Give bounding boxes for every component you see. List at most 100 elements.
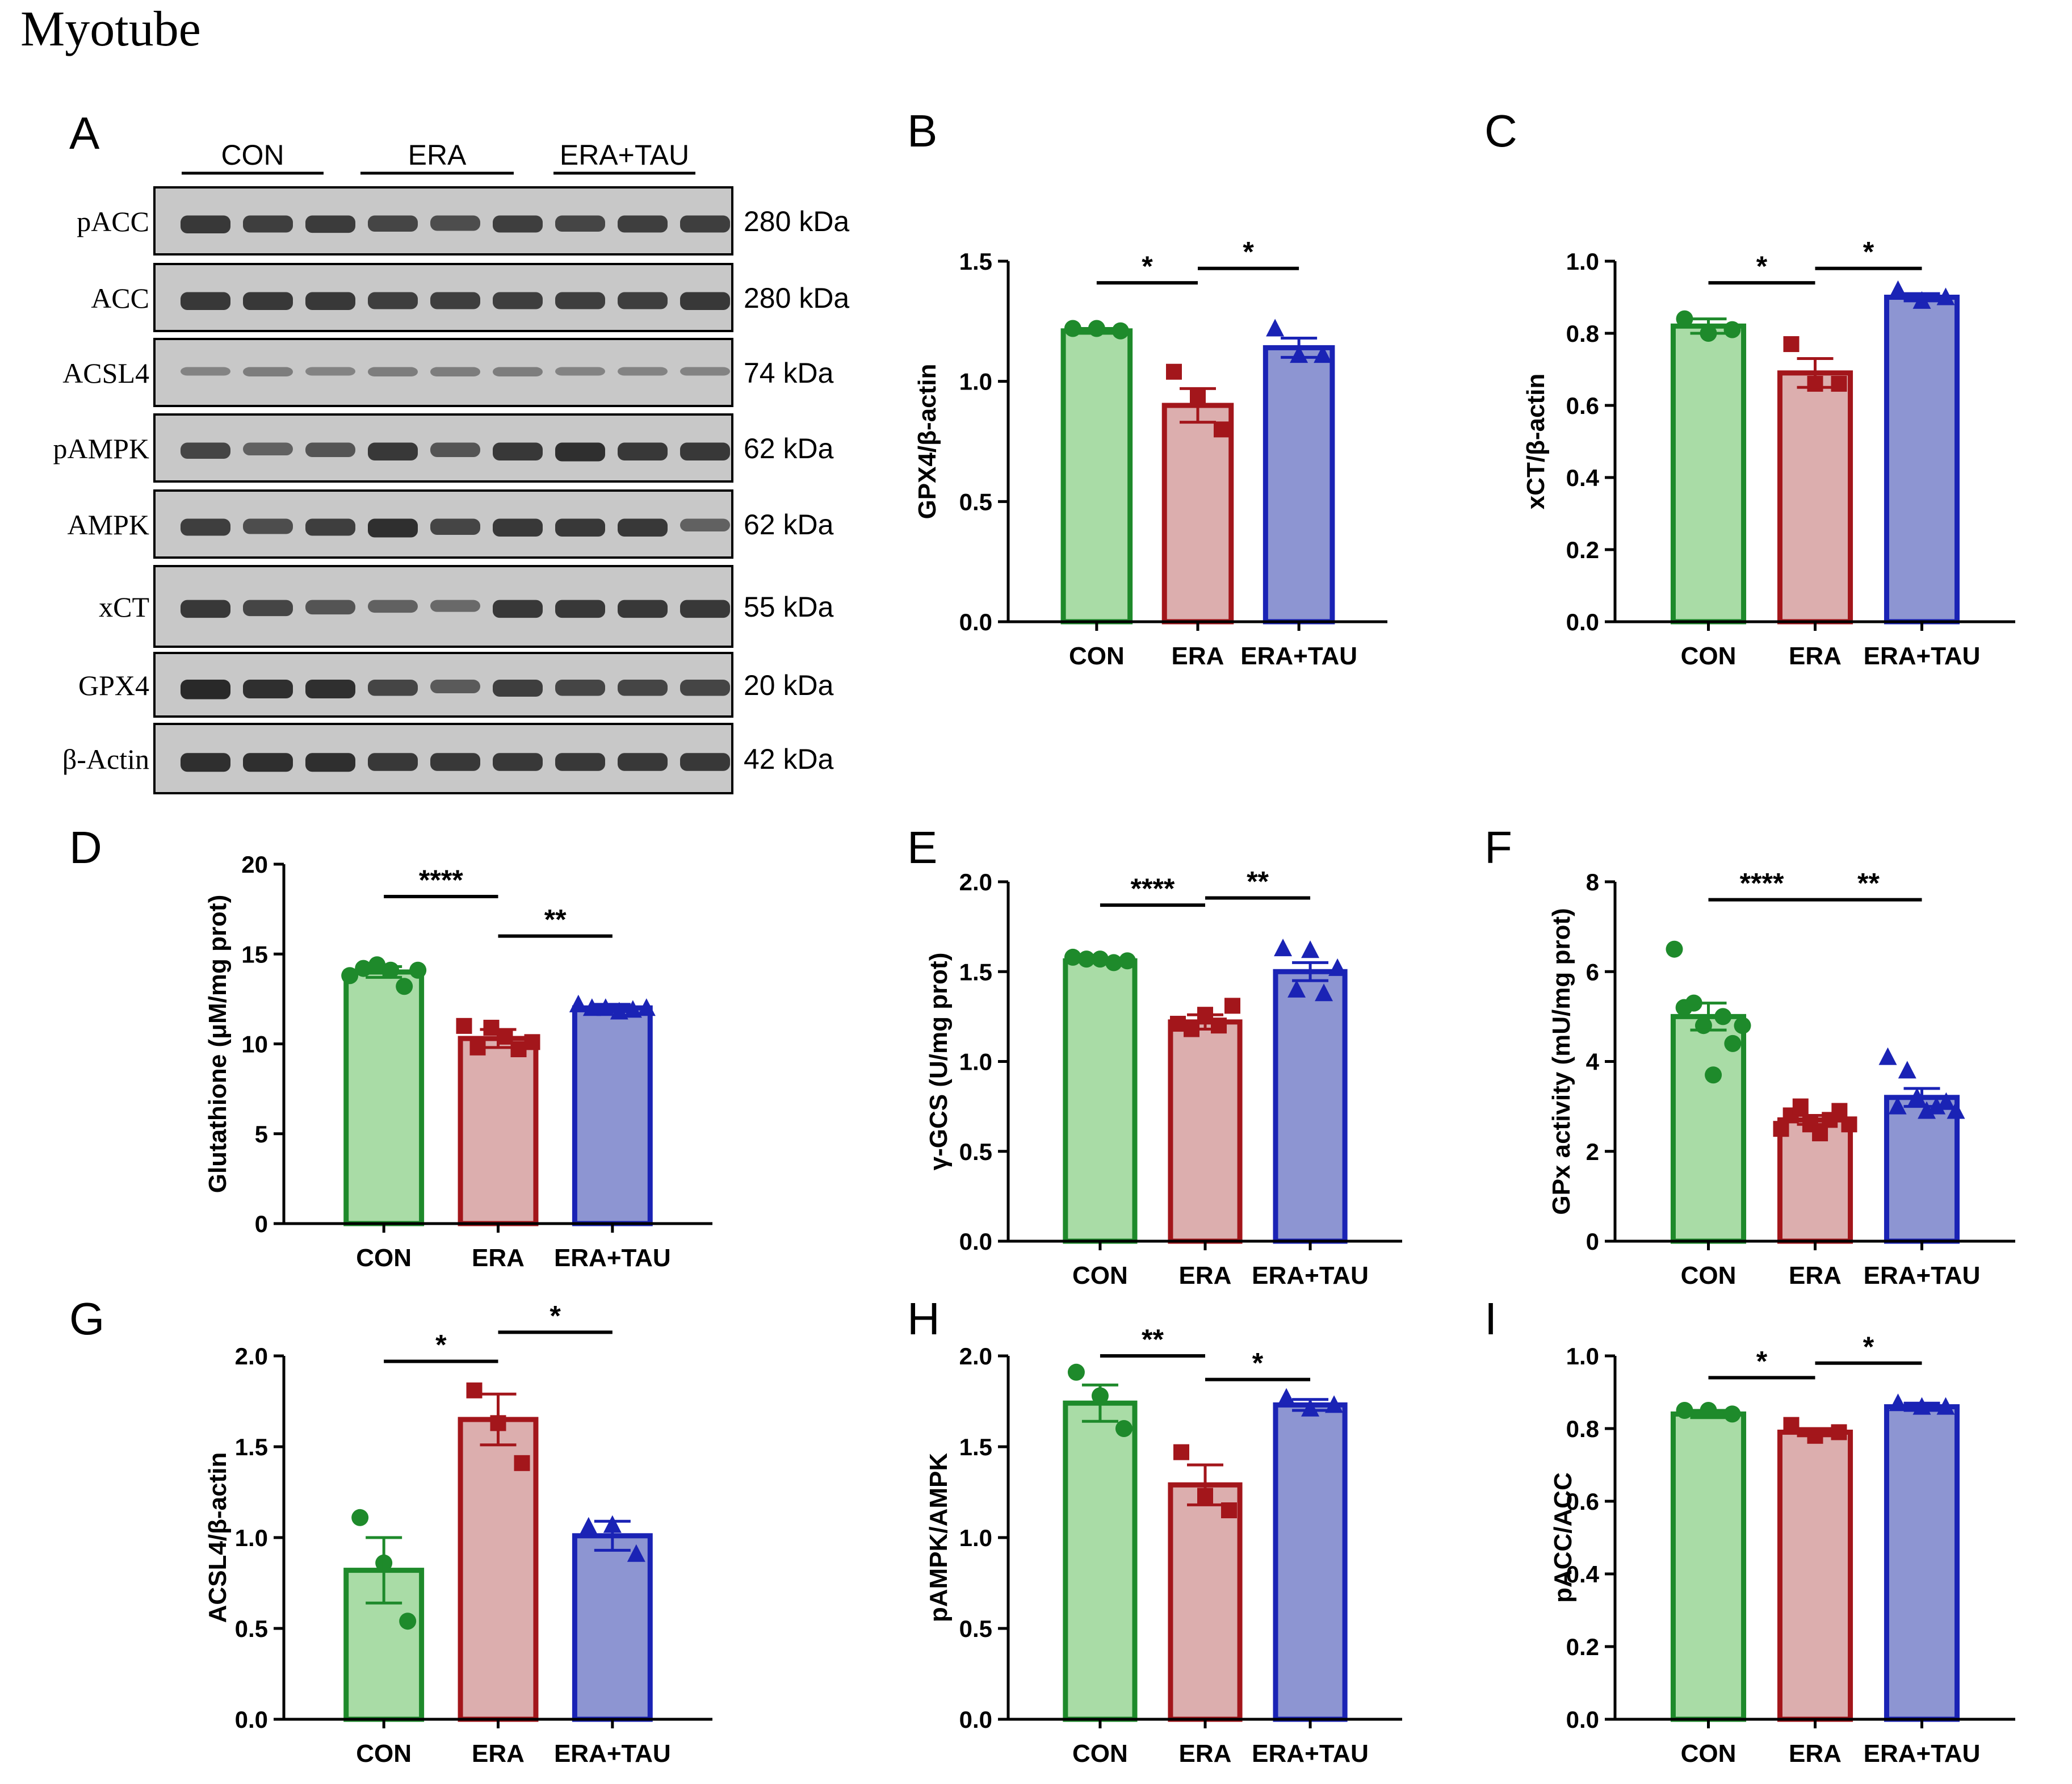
data-point (627, 1544, 645, 1562)
blot-band (430, 600, 480, 612)
x-tick-label: ERA (472, 1244, 525, 1272)
significance-label: * (1252, 1347, 1264, 1379)
data-point (355, 960, 372, 977)
bar (458, 1036, 539, 1226)
y-tick-label: 8 (1586, 869, 1599, 895)
data-point (1170, 1016, 1186, 1032)
y-tick-label: 2.0 (959, 1343, 992, 1370)
blot-band (243, 518, 293, 534)
data-point (1723, 1405, 1741, 1423)
y-tick-label: 0.4 (1566, 1561, 1600, 1588)
x-tick-label: ERA (1789, 1740, 1842, 1768)
significance-label: **** (419, 864, 463, 896)
blot-band (618, 292, 668, 309)
blot-band (243, 292, 293, 311)
significance-label: **** (1740, 868, 1784, 899)
blot-band (680, 292, 730, 311)
western-blot-panel: A CON ERA ERA+TAU pACC 280 kDa ACC 280 kDa ACSL4… (53, 108, 849, 794)
y-tick-label: 6 (1586, 958, 1599, 985)
data-point (524, 1034, 540, 1050)
y-tick-label: 15 (241, 941, 268, 968)
y-axis-label: ACSL4/β-actin (204, 1452, 232, 1623)
y-tick-label: 0.6 (1566, 1488, 1599, 1515)
chart-panel-I: I 0.0 0.2 0.4 0.6 0.8 1.0 CON ERA ERA+TAU pACC/ACC… (1484, 1293, 2015, 1768)
blot-band (493, 367, 543, 377)
bar (1273, 969, 1348, 1244)
data-point (1314, 345, 1332, 363)
y-tick-label: 0.5 (235, 1615, 268, 1642)
blot-group-label: CON (221, 139, 284, 171)
blot-band (181, 600, 230, 618)
y-tick-label: 0.2 (1566, 537, 1599, 563)
blot-band (555, 367, 605, 376)
data-point (497, 1028, 513, 1045)
significance-label: * (1863, 1331, 1874, 1363)
blot-band (493, 680, 543, 697)
data-point (1783, 336, 1800, 353)
bar (1161, 403, 1234, 625)
bar (1884, 1404, 1960, 1722)
data-point (1936, 287, 1955, 305)
x-tick-label: ERA (1789, 1262, 1842, 1289)
data-point (1211, 1017, 1227, 1034)
blot-band (555, 518, 605, 537)
data-point (1676, 1402, 1693, 1419)
data-point (368, 956, 386, 974)
blot-band (368, 600, 418, 613)
data-point (569, 994, 588, 1012)
chart-panel-H: H 0.0 0.5 1.0 1.5 2.0 CON ERA ERA+TAU pAMPK/AMPK *… (907, 1293, 1402, 1768)
blot-band (493, 518, 543, 537)
data-point (396, 978, 413, 995)
y-tick-label: 0.0 (959, 609, 992, 635)
bar (1884, 295, 1960, 625)
data-point (1666, 940, 1683, 958)
blot-band (680, 600, 730, 618)
x-tick-label: ERA (1789, 642, 1842, 670)
data-point (579, 1517, 598, 1535)
blot-band (305, 367, 355, 376)
figure-title: Myotube (20, 2, 201, 57)
blot-band (555, 680, 605, 696)
y-tick-label: 2.0 (235, 1343, 268, 1370)
data-point (1792, 1098, 1809, 1115)
data-point (1112, 322, 1129, 340)
blot-protein-label: pACC (77, 206, 149, 237)
panel-letter: E (907, 822, 937, 873)
bar (1063, 958, 1138, 1244)
y-tick-label: 0.4 (1566, 464, 1600, 491)
bar (1884, 1095, 1960, 1244)
blot-band (430, 292, 480, 309)
x-tick-label: ERA+TAU (554, 1244, 671, 1272)
x-tick-label: ERA+TAU (554, 1740, 671, 1768)
y-tick-label: 20 (241, 851, 268, 878)
blot-group-label: ERA+TAU (560, 139, 689, 171)
data-point (399, 1613, 417, 1630)
data-point (409, 961, 427, 979)
y-tick-label: 0.0 (959, 1228, 992, 1255)
panel-letter: D (69, 822, 102, 873)
data-point (1166, 363, 1182, 380)
blot-band (368, 215, 418, 232)
blot-band (305, 518, 355, 536)
blot-size-label: 20 kDa (744, 669, 834, 701)
blot-protein-label: GPX4 (78, 669, 149, 701)
blot-size-label: 55 kDa (744, 591, 834, 623)
x-tick-label: ERA+TAU (1252, 1262, 1369, 1289)
blot-band (243, 680, 293, 699)
chart-panel-E: E 0.0 0.5 1.0 1.5 2.0 CON ERA ERA+TAU γ-GCS (U/mg… (907, 822, 1402, 1289)
y-axis-label: Glutathione (μM/mg prot) (204, 895, 232, 1193)
data-point (1889, 1393, 1907, 1412)
blot-band (493, 442, 543, 461)
data-point (1064, 320, 1081, 337)
data-point (1734, 1017, 1751, 1035)
blot-size-label: 280 kDa (744, 206, 849, 237)
data-point (514, 1455, 530, 1471)
significance-label: * (1756, 250, 1768, 282)
bar (1670, 1411, 1747, 1722)
chart-panel-B: B 0.0 0.5 1.0 1.5 CON ERA ERA+TAU GPX4/β-actin * * (907, 106, 1387, 670)
blot-band (305, 680, 355, 699)
blot-band (181, 367, 230, 376)
data-point (1277, 1388, 1296, 1406)
significance-label: ** (544, 904, 567, 936)
y-tick-label: 0 (1586, 1228, 1599, 1255)
